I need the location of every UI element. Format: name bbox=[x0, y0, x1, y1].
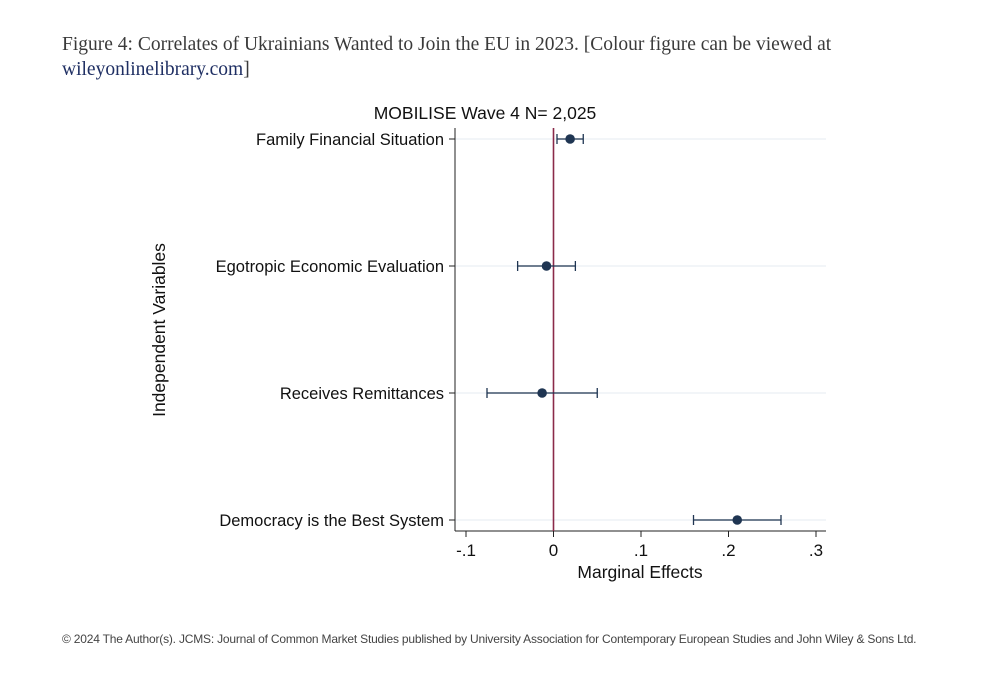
y-axis-label: Independent Variables bbox=[149, 243, 169, 417]
estimate-point bbox=[565, 134, 575, 144]
x-axis-label: Marginal Effects bbox=[577, 562, 702, 582]
figure-caption: Figure 4: Correlates of Ukrainians Wante… bbox=[62, 32, 942, 82]
chart-title: MOBILISE Wave 4 N= 2,025 bbox=[374, 103, 597, 123]
caption-close: ] bbox=[243, 59, 250, 80]
caption-link[interactable]: wileyonlinelibrary.com bbox=[62, 59, 244, 80]
caption-text: Figure 4: Correlates of Ukrainians Wante… bbox=[62, 34, 832, 55]
x-tick-label: .2 bbox=[721, 541, 735, 560]
estimate-point bbox=[537, 388, 547, 398]
y-tick-label: Democracy is the Best System bbox=[219, 512, 444, 530]
x-tick-label: .3 bbox=[809, 541, 823, 560]
x-tick-label: -.1 bbox=[456, 541, 476, 560]
x-tick-label: .1 bbox=[634, 541, 648, 560]
y-tick-label: Family Financial Situation bbox=[256, 131, 444, 149]
estimate-point bbox=[541, 261, 552, 271]
copyright-footer: © 2024 The Author(s). JCMS: Journal of C… bbox=[62, 632, 917, 646]
y-tick-label: Egotropic Economic Evaluation bbox=[216, 258, 444, 276]
estimate-point bbox=[732, 515, 743, 525]
x-tick-label: 0 bbox=[549, 541, 558, 560]
y-tick-label: Receives Remittances bbox=[280, 385, 444, 403]
